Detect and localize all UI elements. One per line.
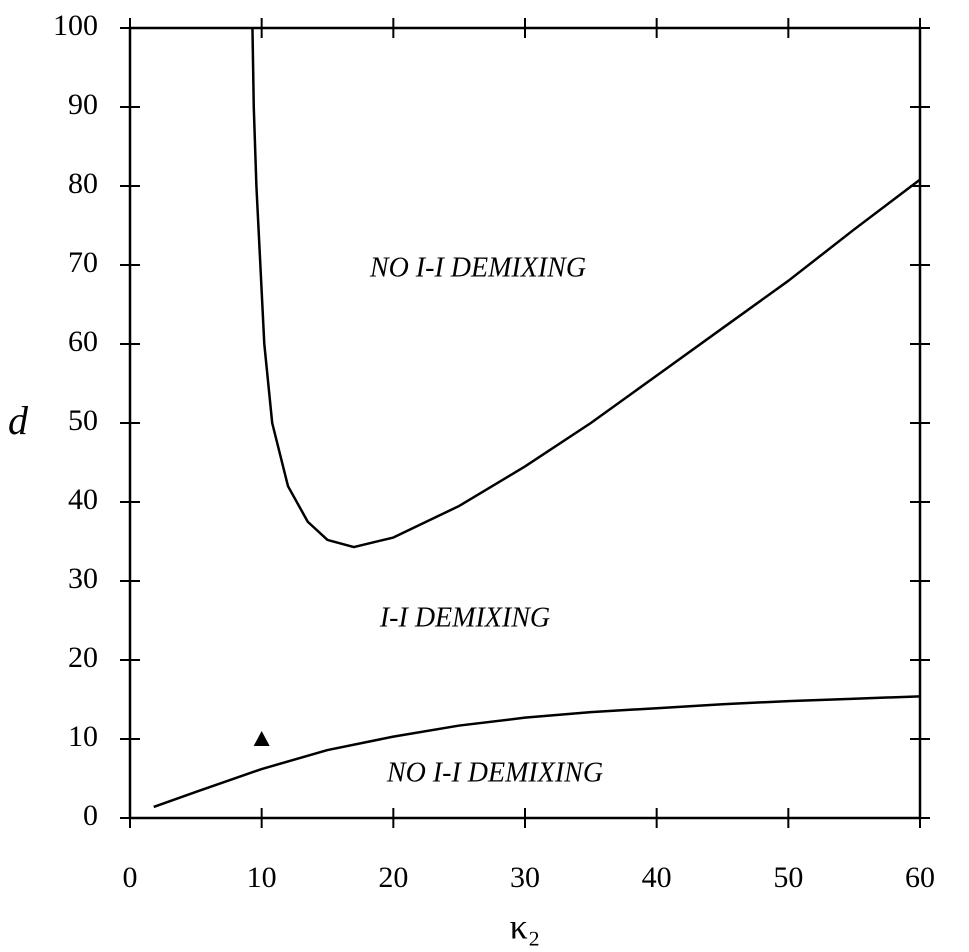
region-label: NO I-I DEMIXING: [386, 757, 603, 788]
marker: [253, 731, 270, 746]
y-axis-label: d: [8, 398, 29, 443]
y-tick-label: 90: [68, 88, 98, 121]
x-tick-label: 0: [123, 861, 138, 894]
y-tick-label: 80: [68, 167, 98, 200]
y-tick-label: 70: [68, 246, 98, 279]
y-tick-label: 10: [68, 720, 98, 753]
x-tick-label: 30: [510, 861, 540, 894]
y-tick-label: 40: [68, 483, 98, 516]
curve: [251, 27, 921, 549]
curve: [153, 695, 921, 809]
x-tick-label: 40: [642, 861, 672, 894]
y-tick-label: 20: [68, 641, 98, 674]
y-tick-label: 30: [68, 562, 98, 595]
region-label: NO I-I DEMIXING: [369, 252, 586, 283]
y-tick-label: 50: [68, 404, 98, 437]
x-tick-label: 50: [773, 861, 803, 894]
y-tick-label: 60: [68, 325, 98, 358]
x-tick-label: 10: [247, 861, 277, 894]
region-label: I-I DEMIXING: [379, 602, 550, 633]
y-tick-label: 100: [53, 9, 98, 42]
y-tick-label: 0: [83, 799, 98, 832]
x-tick-label: 20: [378, 861, 408, 894]
x-tick-label: 60: [905, 861, 935, 894]
x-axis-label: κ₂: [510, 906, 541, 946]
